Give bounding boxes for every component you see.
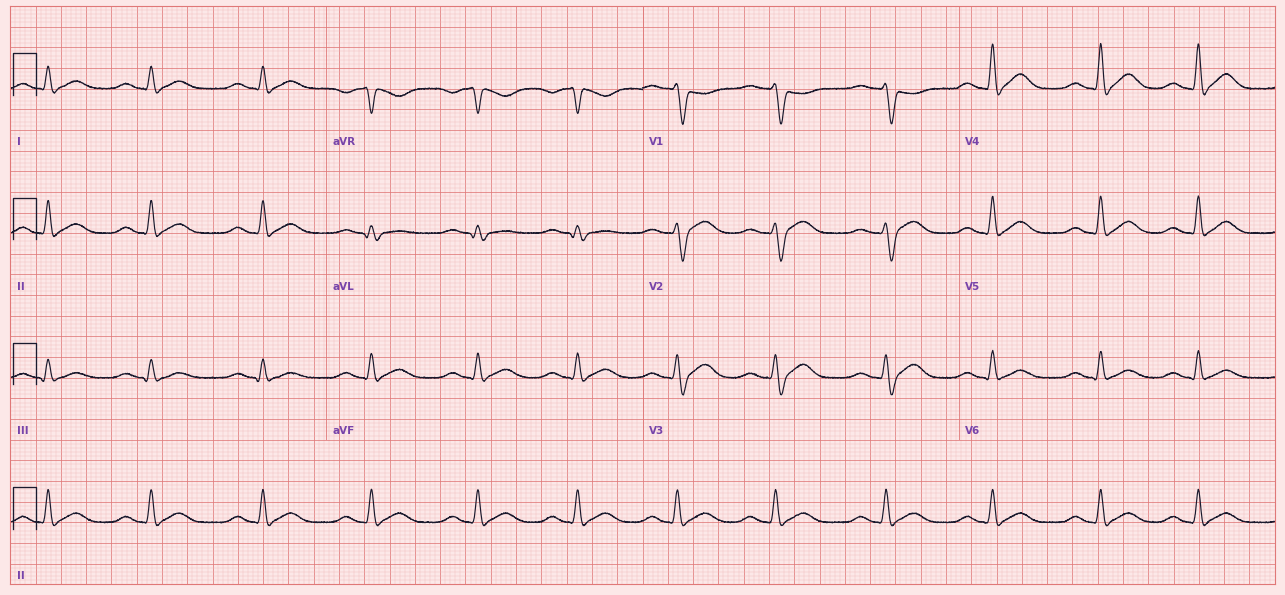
Text: I: I (17, 137, 21, 147)
Text: II: II (17, 571, 24, 581)
Text: aVL: aVL (333, 282, 355, 292)
Text: aVR: aVR (333, 137, 356, 147)
Text: V6: V6 (965, 427, 980, 436)
Text: III: III (17, 427, 28, 436)
Text: V1: V1 (649, 137, 664, 147)
Text: V4: V4 (965, 137, 980, 147)
Text: V5: V5 (965, 282, 980, 292)
Text: V2: V2 (649, 282, 664, 292)
Text: II: II (17, 282, 24, 292)
Text: V3: V3 (649, 427, 664, 436)
Text: aVF: aVF (333, 427, 355, 436)
